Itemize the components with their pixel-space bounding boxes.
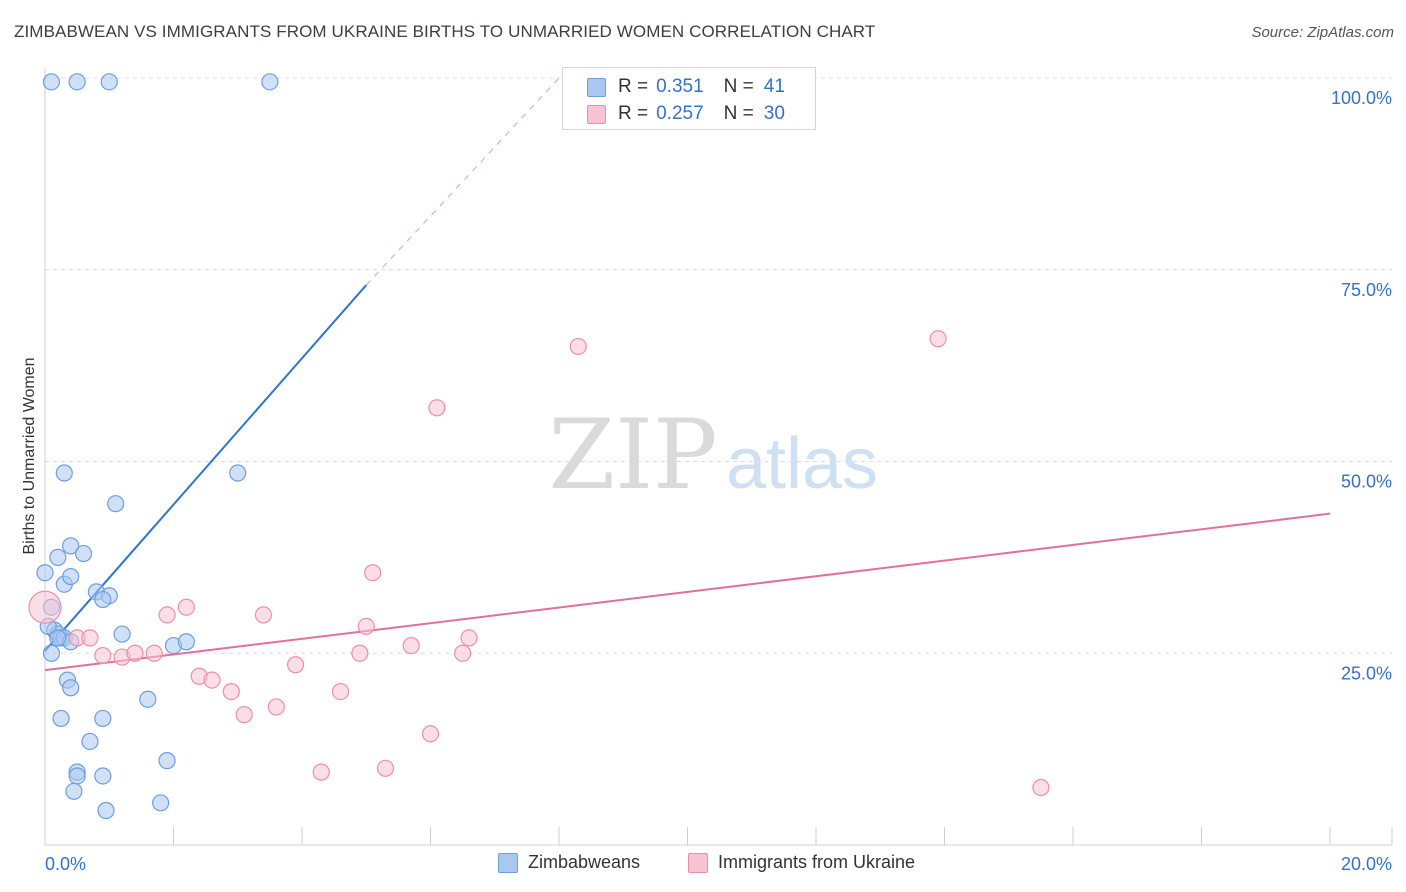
point-ukraine [454,644,472,662]
stats-legend-row-ukraine: R = 0.257 N = 30 [587,102,785,126]
point-ukraine [402,636,420,655]
r-value: 0.351 [656,76,704,97]
point-zimbabweans [65,782,83,800]
point-zimbabweans [229,464,247,482]
point-ukraine [235,706,253,724]
point-zimbabweans [94,590,112,609]
point-ukraine [351,644,369,662]
points-layer [28,73,1050,820]
y-tick-label: 75.0% [1341,280,1392,300]
series-legend: Zimbabweans Immigrants from Ukraine [0,852,1406,878]
point-ukraine [28,590,62,624]
point-ukraine [94,646,112,665]
x-tick-label-max: 20.0% [1341,854,1392,874]
point-zimbabweans [81,732,99,751]
point-zimbabweans [139,690,157,708]
grid-layer [45,77,1392,654]
chart-source: Source: ZipAtlas.com [1251,24,1394,41]
trend-layer [44,77,1331,672]
legend-swatch-pink [587,104,606,124]
point-ukraine [331,682,350,701]
y-tick-label: 50.0% [1341,472,1392,492]
point-ukraine [357,617,375,636]
trendline-ukraine [44,512,1331,672]
point-ukraine [222,682,240,701]
point-zimbabweans [74,544,93,563]
point-ukraine [177,598,195,616]
trendline-zimbabweans-extension [365,77,560,286]
point-ukraine [421,725,440,743]
stats-legend: R = 0.351 N = 41 R = 0.257 N = 30 [562,67,816,130]
point-zimbabweans [97,801,115,820]
n-label: N = [723,76,754,97]
point-zimbabweans [158,752,176,770]
n-value: 41 [763,76,785,97]
point-zimbabweans [68,73,86,91]
point-zimbabweans [113,625,131,643]
point-zimbabweans [177,633,195,651]
y-tick-label: 25.0% [1341,663,1392,683]
point-zimbabweans [62,537,80,555]
legend-item-ukraine[interactable]: Immigrants from Ukraine [688,852,915,873]
point-zimbabweans [36,564,54,582]
point-ukraine [312,763,330,781]
watermark-atlas: atlas [726,424,878,504]
point-zimbabweans [55,464,73,482]
point-ukraine [267,698,285,716]
y-tick-label: 100.0% [1331,88,1392,108]
point-ukraine [286,656,305,674]
point-zimbabweans [52,709,70,728]
point-zimbabweans [62,679,80,697]
point-zimbabweans [152,794,170,812]
point-ukraine [460,629,478,647]
point-ukraine [81,629,99,647]
point-zimbabweans [42,644,61,662]
r-label: R = [618,103,649,124]
watermark: ZIP atlas [548,399,878,511]
point-zimbabweans [42,73,61,91]
point-ukraine [145,644,163,662]
r-value: 0.257 [656,103,704,124]
legend-label-ukraine: Immigrants from Ukraine [718,852,916,872]
axis-layer [44,68,1393,846]
legend-swatch-ukraine [688,852,708,873]
point-ukraine [158,606,176,624]
point-ukraine [1032,778,1050,797]
point-zimbabweans [94,767,112,785]
watermark-zip: ZIP [548,399,717,511]
tick-label-layer: 25.0% 50.0% 75.0% 100.0% 0.0% 20.0% [45,88,1392,874]
point-zimbabweans [49,629,67,647]
point-ukraine [428,399,446,417]
point-ukraine [203,671,221,689]
chart-title: ZIMBABWEAN VS IMMIGRANTS FROM UKRAINE BI… [14,22,876,41]
r-label: R = [618,76,649,97]
point-zimbabweans [261,73,279,91]
point-zimbabweans [68,767,86,785]
y-axis-label: Births to Unmarried Women [21,357,38,555]
n-value: 30 [763,103,785,124]
point-zimbabweans [94,709,112,728]
x-tick-label-min: 0.0% [45,854,86,874]
point-ukraine [254,606,273,624]
point-zimbabweans [100,73,118,91]
legend-swatch-zimbabweans [498,852,518,873]
point-zimbabweans [107,495,125,513]
point-ukraine [569,337,587,356]
point-ukraine [376,759,395,777]
point-ukraine [364,564,382,582]
legend-label-zimbabweans: Zimbabweans [528,852,641,872]
legend-swatch-blue [587,77,606,97]
stats-legend-row-zimbabweans: R = 0.351 N = 41 [587,75,785,99]
point-zimbabweans [62,567,80,586]
point-ukraine [126,644,144,662]
legend-item-zimbabweans[interactable]: Zimbabweans [498,852,640,873]
n-label: N = [723,103,754,124]
point-ukraine [929,330,947,348]
point-zimbabweans [49,548,67,566]
